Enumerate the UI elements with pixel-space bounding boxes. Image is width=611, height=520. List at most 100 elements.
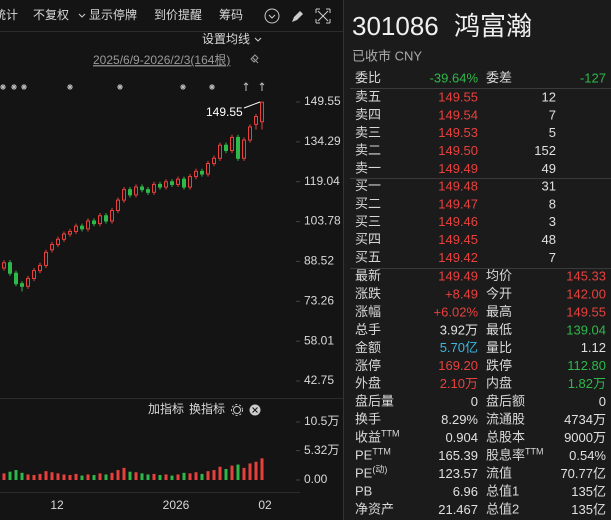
volume-bar [224,468,228,480]
stat-label: 总值1 [486,484,519,499]
toolbar-item[interactable]: 显示停牌 [89,7,137,22]
candle-body [212,157,216,165]
label: 内盘 [486,376,512,391]
stat-label: PB [355,484,372,499]
volume-bar [212,470,216,480]
volume-bar [236,464,240,480]
label: 卖二 [355,143,381,158]
candle-body [182,178,186,188]
stat-value: 145.33 [566,268,606,283]
stock-name: 鸿富瀚 [454,11,532,41]
stat-label: 最高 [486,304,512,319]
stat-label: 总股本 [486,430,525,445]
candle-body [206,163,210,175]
book-qty: 8 [549,196,556,211]
stat-label: 总值2 [486,502,519,517]
label: 买一 [355,178,381,193]
settings-icon[interactable] [231,404,243,416]
stat-label: 流通股 [486,412,525,427]
stat-label: 最新 [355,268,381,283]
expand-icon[interactable] [315,8,331,24]
book-label: 买五 [355,250,381,265]
label: 净资产 [355,502,394,517]
indicator-button[interactable]: 加指标 [148,401,184,416]
candle-body [56,238,60,246]
book-price: 149.42 [438,250,478,265]
label: 委差 [486,70,512,85]
indicator-button[interactable]: 换指标 [189,401,225,416]
stat-value: +8.49 [445,286,478,301]
candle-body [110,210,114,222]
candle-body [170,181,174,185]
label: 总值1 [486,484,519,499]
stat-value: 0 [599,394,606,409]
volume-bar [254,461,258,480]
volume-bar [92,475,96,480]
candle-body [68,230,72,235]
ma-setting[interactable]: 设置均线 [202,32,250,46]
candle-body [164,181,168,188]
book-qty: 5 [549,125,556,140]
toolbar-item[interactable]: 筹码 [219,8,243,22]
candle-body [98,215,102,225]
candle-body [218,144,222,159]
stat-value: 165.39 [438,448,478,463]
volume-bar [2,473,6,480]
book-price: 149.45 [438,232,478,247]
quote-panel [344,0,611,520]
label: 卖五 [355,89,381,104]
volume-bar [116,470,120,480]
volume-bar [218,466,222,480]
candle-body [242,139,246,159]
label: PE [355,466,373,481]
toolbar-item[interactable]: 到价提醒 [154,7,202,22]
label: 金额 [355,340,381,355]
volume-bar [20,472,24,480]
stock-code: 301086 [352,11,439,41]
stat-label: 总手 [355,322,381,337]
label: 股息率 [486,448,525,463]
event-marker [11,84,17,90]
label: 涨幅 [355,304,381,319]
dropdown-icon[interactable] [78,13,86,18]
stat-label: 今开 [486,286,512,301]
candle-body [38,264,42,272]
y-tick-label: 134.29 [304,134,341,148]
volume-bar [164,474,168,480]
candle-body [158,183,162,188]
pin-icon[interactable] [250,54,259,64]
book-label: 买一 [355,178,381,193]
toolbar-item[interactable]: 不复权 [33,8,69,22]
event-marker [259,82,265,91]
stat-value: 8.29% [441,412,478,427]
stat-label: 收益TTM [355,429,400,445]
y-tick-label: 73.26 [304,293,334,307]
label: 最新 [355,268,381,283]
book-price: 149.55 [438,89,478,104]
y-tick-label: 149.55 [304,94,341,108]
candle-body [260,101,264,123]
stat-value: 5.70亿 [440,340,478,355]
toolbar-item[interactable]: 统计 [0,8,18,22]
price-annotation: 149.55 [206,105,243,119]
label: 最高 [486,304,512,319]
label: 买三 [355,214,381,229]
draw-icon[interactable] [292,11,303,22]
x-tick-label: 02 [258,498,272,512]
date-range[interactable]: 2025/6/9-2026/2/3(164根) [93,53,230,67]
volume-bar [242,467,246,480]
stat-label: PETTM [355,447,391,463]
volume-bar [176,474,180,480]
close-icon[interactable] [249,404,261,416]
volume-bar [194,472,198,480]
label-sup: TTM [372,447,391,457]
more-icon[interactable] [264,8,280,24]
label: 跌停 [486,358,512,373]
label: 总值2 [486,502,519,517]
label: 换手 [355,412,381,427]
label: 卖三 [355,125,381,140]
candle-body [92,220,96,225]
volume-bar [248,463,252,480]
book-price: 149.50 [438,143,478,158]
label: 涨跌 [355,286,381,301]
